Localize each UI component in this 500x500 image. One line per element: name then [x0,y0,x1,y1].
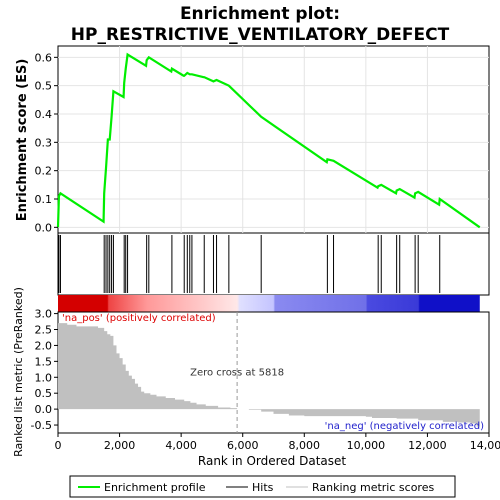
es-y-tick-label: 0.4 [35,108,53,121]
x-axis-label: Rank in Ordered Dataset [198,454,346,468]
x-tick-label: 0 [55,439,62,452]
es-y-tick-label: 0.6 [35,51,53,64]
hits-panel [57,232,490,296]
x-tick-label: 12,000 [408,439,447,452]
es-y-axis-label: Enrichment score (ES) [15,59,30,222]
na-pos-label: 'na_pos' (positively correlated) [62,313,216,324]
legend-es-label: Enrichment profile [104,481,206,494]
na-neg-label: 'na_neg' (negatively correlated) [325,421,484,432]
metric-y-tick-label: 0.5 [35,387,53,400]
x-tick-label: 2,000 [104,439,136,452]
metric-area [58,323,480,429]
es-y-tick-label: 0.5 [35,80,53,93]
es-y-tick-label: 0.2 [35,165,53,178]
zero-cross-label: Zero cross at 5818 [190,368,284,379]
rank-gradient-bar [58,295,480,312]
metric-y-tick-label: -0.5 [31,419,52,432]
metric-y-tick-label: 3.0 [35,308,53,321]
legend-metric-label: Ranking metric scores [312,481,434,494]
legend-hits-label: Hits [252,481,274,494]
chart-title: Enrichment plot: [180,4,340,24]
axes-layer: 0.0 0.1 0.2 0.3 0.4 0.5 0.6 -0.5 0.0 0.5 1.0 1.5 2.0… [31,51,500,452]
x-tick-label: 4,000 [165,439,197,452]
legend-box [69,475,456,498]
es-y-tick-label: 0.0 [35,221,53,234]
x-tick-label: 8,000 [289,439,321,452]
es-curve-layer [56,52,481,229]
metric-y-tick-label: 2.0 [35,339,53,352]
metric-series-area [58,323,480,429]
x-tick-label: 6,000 [227,439,259,452]
metric-y-tick-label: 1.5 [35,355,53,368]
hits-layer [58,235,441,293]
es-y-tick-label: 0.3 [35,136,53,149]
es-series-line [56,52,481,229]
chart-subtitle: HP_RESTRICTIVE_VENTILATORY_DEFECT [71,25,450,45]
metric-y-tick-label: 0.0 [35,403,53,416]
es-panel [57,45,490,234]
es-y-tick-label: 0.1 [35,193,53,206]
metric-y-tick-label: 1.0 [35,371,53,384]
metric-y-axis-label: Ranked list metric (PreRanked) [12,287,25,457]
es-gridlines [58,46,489,233]
x-tick-label: 14,000 [470,439,500,452]
metric-y-tick-label: 2.5 [35,324,53,337]
gradient-fill [58,295,480,312]
x-tick-label: 10,000 [347,439,386,452]
